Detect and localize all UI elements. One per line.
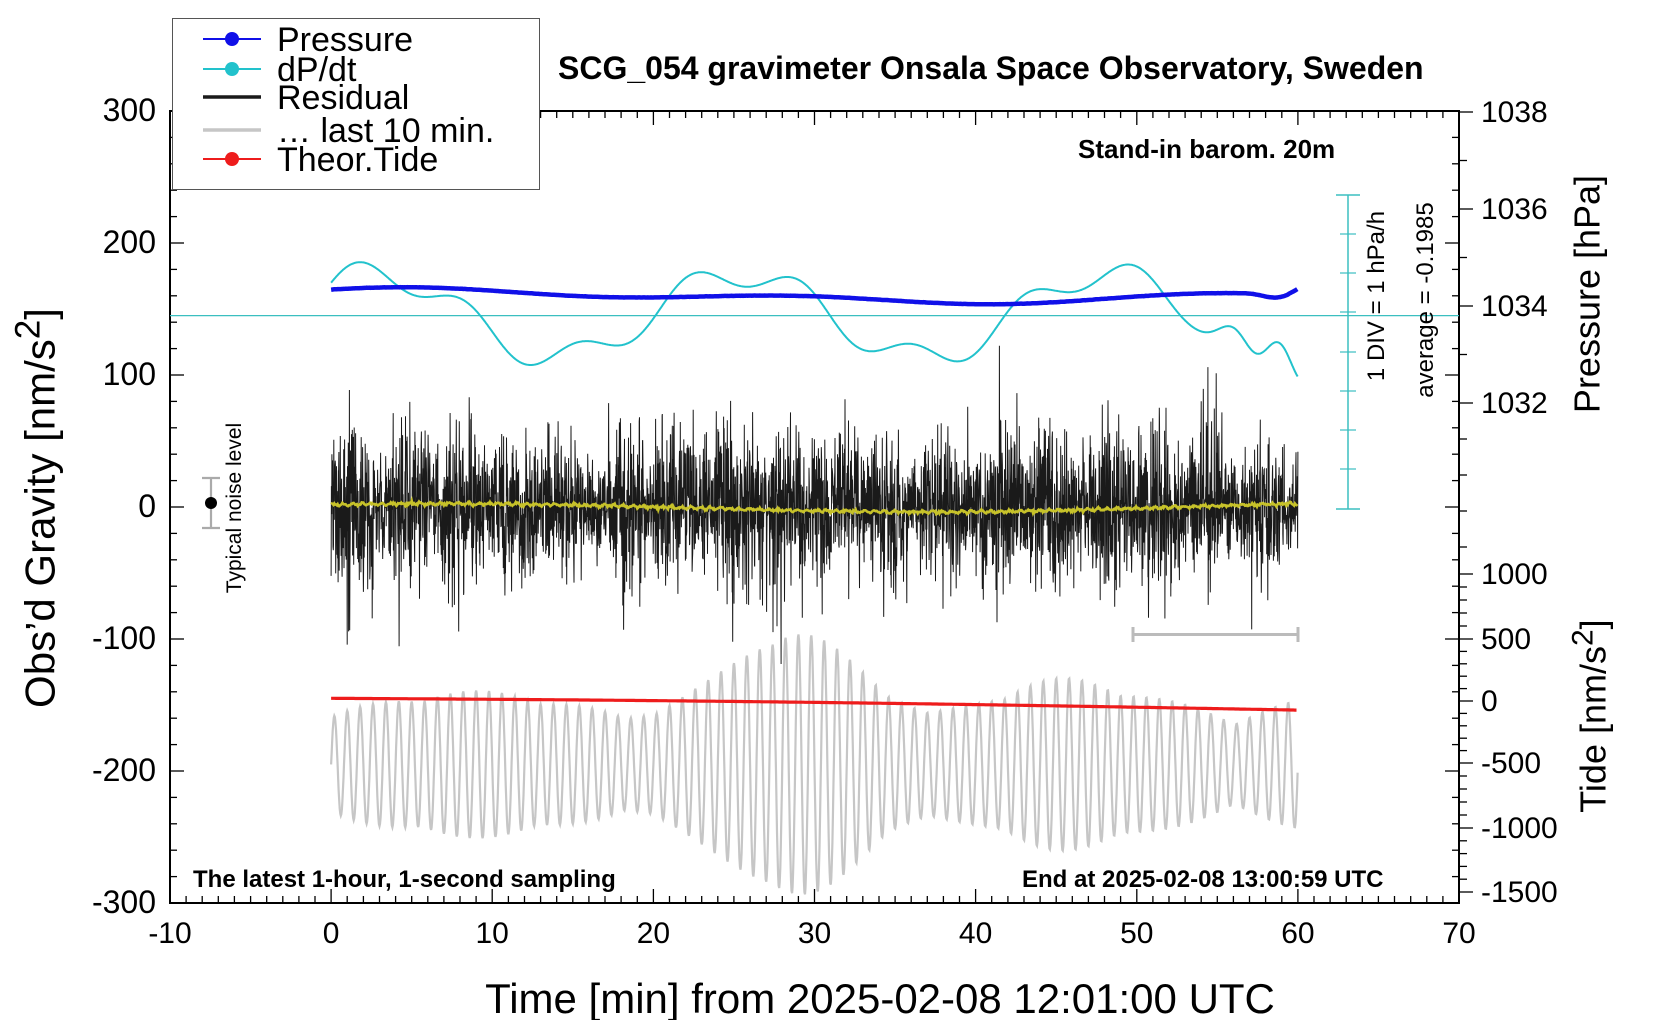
svg-text:1036: 1036	[1481, 193, 1548, 226]
svg-text:1032: 1032	[1481, 387, 1548, 420]
svg-text:200: 200	[103, 224, 156, 260]
svg-text:40: 40	[959, 917, 992, 950]
svg-text:-100: -100	[92, 620, 156, 656]
svg-text:-1000: -1000	[1481, 812, 1558, 845]
svg-text:1038: 1038	[1481, 96, 1548, 129]
svg-text:0: 0	[1481, 685, 1498, 718]
svg-text:50: 50	[1120, 917, 1153, 950]
svg-text:-1500: -1500	[1481, 876, 1558, 909]
svg-text:-300: -300	[92, 884, 156, 920]
svg-text:1034: 1034	[1481, 290, 1548, 323]
svg-text:30: 30	[798, 917, 831, 950]
svg-text:10: 10	[476, 917, 509, 950]
svg-text:-500: -500	[1481, 747, 1541, 780]
svg-text:60: 60	[1281, 917, 1314, 950]
svg-text:0: 0	[138, 488, 156, 524]
svg-text:500: 500	[1481, 623, 1531, 656]
svg-text:100: 100	[103, 356, 156, 392]
svg-text:300: 300	[103, 92, 156, 128]
svg-text:0: 0	[323, 917, 340, 950]
svg-text:-10: -10	[148, 917, 191, 950]
svg-text:20: 20	[637, 917, 670, 950]
svg-text:1000: 1000	[1481, 558, 1548, 591]
svg-text:70: 70	[1442, 917, 1475, 950]
svg-text:-200: -200	[92, 752, 156, 788]
